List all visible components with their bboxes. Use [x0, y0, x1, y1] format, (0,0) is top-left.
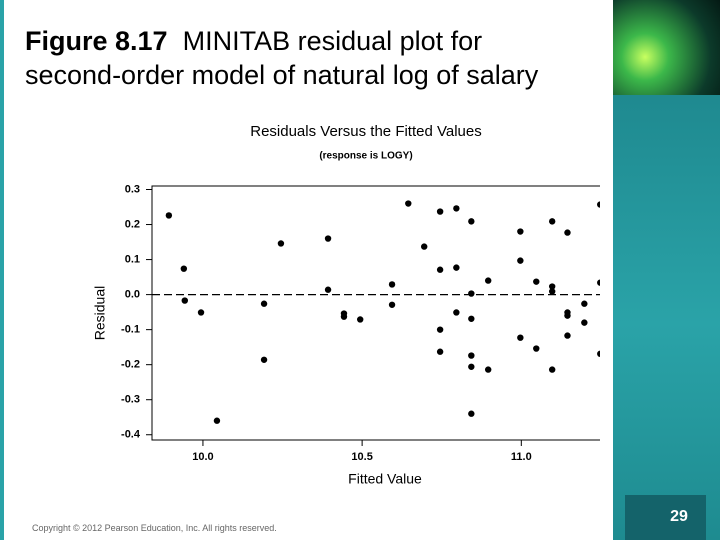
point	[453, 309, 460, 316]
point	[517, 334, 524, 341]
point	[277, 240, 285, 247]
chart-subtitle: (response is LOGY)	[319, 151, 412, 162]
y-tick-label: -0.2	[121, 359, 140, 371]
point	[180, 265, 188, 272]
plot-frame	[151, 185, 600, 441]
point	[197, 309, 205, 316]
y-tick-label: -0.1	[121, 324, 140, 336]
point	[388, 301, 396, 308]
point	[548, 288, 556, 295]
point	[436, 208, 444, 215]
point	[533, 278, 540, 285]
point	[213, 417, 221, 424]
point	[324, 235, 332, 242]
copyright: Copyright © 2012 Pearson Education, Inc.…	[32, 523, 277, 533]
left-edge	[0, 0, 4, 540]
point	[581, 300, 588, 307]
point	[597, 201, 600, 208]
point	[324, 286, 332, 293]
point	[548, 366, 556, 373]
point	[597, 279, 600, 286]
point	[405, 200, 412, 207]
y-axis-label: Residual	[92, 286, 108, 340]
chart-title: Residuals Versus the Fitted Values	[250, 123, 482, 140]
point	[260, 300, 268, 307]
point	[468, 352, 475, 359]
point	[468, 290, 475, 297]
point	[340, 313, 348, 320]
point	[468, 315, 475, 322]
y-tick-label: -0.4	[121, 429, 141, 441]
point	[453, 264, 460, 271]
point	[436, 266, 444, 273]
point	[548, 283, 556, 290]
point	[564, 332, 571, 339]
x-tick-label: 11.0	[511, 451, 532, 463]
point	[181, 297, 188, 304]
y-tick-label: 0.1	[125, 253, 140, 265]
point	[436, 326, 444, 333]
point	[564, 229, 571, 236]
y-tick-label: 0.0	[125, 289, 140, 301]
title-line2: second-order model of natural log of sal…	[25, 60, 539, 90]
x-axis-label: Fitted Value	[348, 471, 422, 487]
x-tick-label: 10.5	[351, 451, 372, 463]
header-image	[613, 0, 720, 95]
chart: Residuals Versus the Fitted Values (respo…	[92, 123, 600, 487]
y-tick-label: 0.3	[125, 183, 140, 195]
point	[484, 277, 492, 284]
point	[581, 319, 588, 326]
point	[468, 363, 475, 370]
point	[597, 350, 600, 358]
point	[564, 312, 571, 319]
title-rest: MINITAB residual plot for	[182, 26, 483, 56]
point	[453, 205, 460, 212]
page-number: 29	[670, 508, 688, 525]
point	[548, 218, 556, 225]
y-tick-label: -0.3	[121, 394, 140, 406]
x-tick-label: 10.0	[192, 451, 213, 463]
point	[468, 410, 475, 417]
y-tick-label: 0.2	[125, 218, 140, 230]
point	[517, 257, 524, 264]
page-box	[625, 495, 706, 540]
point	[468, 218, 475, 225]
point	[533, 345, 540, 352]
point	[388, 281, 396, 288]
point	[260, 356, 268, 363]
point	[421, 243, 428, 250]
slide-title: Figure 8.17 MINITAB residual plot for se…	[25, 24, 538, 92]
point	[165, 212, 173, 219]
point	[484, 366, 492, 373]
point	[517, 228, 524, 235]
title-bold: Figure 8.17	[25, 26, 168, 56]
point	[357, 316, 364, 323]
point	[436, 348, 444, 355]
